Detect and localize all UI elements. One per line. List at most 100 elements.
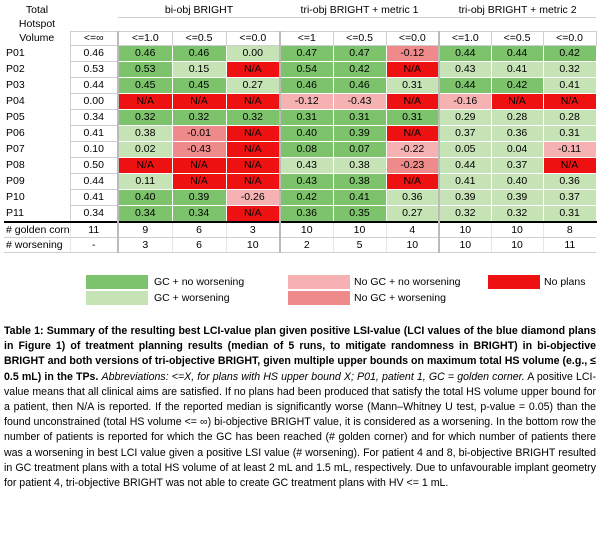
- table-cell: 0.31: [279, 109, 334, 126]
- table-cell: 0.07: [332, 141, 387, 158]
- patient-label: P07: [6, 143, 25, 155]
- summary-row: # golden corner119631010410108: [4, 221, 597, 238]
- table-cell: N/A: [171, 173, 227, 190]
- patient-label: P11: [6, 206, 24, 219]
- patient-label: P06: [6, 127, 25, 139]
- table-cell: 0.46: [117, 45, 173, 62]
- table-cell: -0.43: [171, 141, 227, 158]
- table-cell: 0.34: [171, 205, 227, 223]
- table-cell: 0.43: [438, 61, 492, 78]
- table-cell: 0.31: [385, 77, 440, 94]
- legend-label: GC + no worsening: [154, 276, 245, 288]
- table-cell: N/A: [490, 93, 544, 110]
- table-row: P01 0.46 0.46 0.46 0.00 0.47 0.47 -0.12 0.44 0.44…: [4, 45, 597, 62]
- table-cell: N/A: [171, 93, 227, 110]
- table-cell: N/A: [171, 157, 227, 174]
- table-cell: 0.44: [438, 157, 492, 174]
- table-cell: 0.04: [490, 141, 544, 158]
- table-cell: -0.01: [171, 125, 227, 142]
- legend-label: No plans: [544, 276, 586, 288]
- summary-cell: 10: [332, 221, 387, 238]
- table-cell: 0.42: [279, 189, 334, 206]
- table-cell: 0.11: [117, 173, 173, 190]
- bound-header: <=1.0: [438, 31, 492, 46]
- summary-label: # golden corner: [4, 221, 70, 238]
- bound-header: <=1.0: [117, 31, 173, 46]
- table-cell: 0.38: [332, 173, 387, 190]
- bound-header: <=∞: [69, 31, 119, 46]
- table-cell: 0.45: [171, 77, 227, 94]
- bound-header: <=0.0: [385, 31, 440, 46]
- table-cell: 0.05: [438, 141, 492, 158]
- table-cell: 0.32: [490, 205, 544, 223]
- table-cell: 0.46: [279, 77, 334, 94]
- patient-label: P04: [6, 95, 25, 107]
- table-cell: 0.31: [385, 109, 440, 126]
- table-cell: 0.44: [438, 45, 492, 62]
- bound-header: <=0.0: [542, 31, 597, 46]
- table-cell: 0.39: [490, 189, 544, 206]
- table-cell: 0.37: [438, 125, 492, 142]
- legend-swatch: [86, 291, 148, 305]
- table-row: P02 0.53 0.53 0.15 N/A 0.54 0.42 N/A 0.43 0.41 0.3…: [4, 61, 597, 78]
- group-header-tri-obj-metric-2: tri-obj BRIGHT + metric 2: [439, 4, 597, 18]
- table-cell: N/A: [385, 61, 440, 78]
- table-cell: N/A: [117, 157, 173, 174]
- table-cell: N/A: [542, 157, 597, 174]
- summary-cell: 10: [490, 237, 544, 253]
- table-cell: 0.31: [332, 109, 387, 126]
- summary-cell: -: [69, 237, 118, 253]
- table-row: P07 0.10 0.02 -0.43 N/A 0.08 0.07 -0.22 0.05 0.04…: [4, 141, 597, 158]
- summary-cell: 10: [225, 237, 281, 253]
- table-cell: 0.08: [279, 141, 334, 158]
- table-cell: -0.11: [542, 141, 597, 158]
- patient-label: P01: [6, 47, 25, 59]
- table-cell: 0.41: [69, 189, 119, 206]
- table-cell: N/A: [225, 141, 281, 158]
- table-cell: 0.28: [542, 109, 597, 126]
- table-body: P01 0.46 0.46 0.46 0.00 0.47 0.47 -0.12 0.44 0.44…: [4, 45, 597, 253]
- table-cell: 0.38: [117, 125, 173, 142]
- table-cell: 0.41: [438, 173, 492, 190]
- table-cell: 0.35: [332, 205, 387, 223]
- table-cell: 0.43: [279, 173, 334, 190]
- table-row: P08 0.50 N/A N/A N/A 0.43 0.38 -0.23 0.44 0.37 N/A: [4, 157, 597, 174]
- legend-label: No GC + no worsening: [354, 276, 461, 288]
- bound-header: <=0.5: [171, 31, 227, 46]
- table-cell: 0.36: [279, 205, 334, 223]
- table-cell: 0.41: [69, 125, 119, 142]
- table-cell: 0.40: [490, 173, 544, 190]
- table-cell: 0.02: [117, 141, 173, 158]
- summary-cell: 8: [542, 221, 597, 238]
- group-header-tri-obj-metric-1: tri-obj BRIGHT + metric 1: [280, 4, 440, 18]
- summary-cell: 3: [225, 221, 281, 238]
- table-cell: 0.36: [385, 189, 440, 206]
- table-cell: 0.43: [279, 157, 334, 174]
- header-label-line-2: Hotspot: [18, 18, 56, 30]
- summary-cell: 5: [332, 237, 387, 253]
- bound-header: <=0.5: [332, 31, 387, 46]
- table-cell: N/A: [117, 93, 173, 110]
- table-cell: -0.23: [385, 157, 440, 174]
- table-cell: 0.37: [542, 189, 597, 206]
- table-cell: 0.31: [542, 205, 597, 223]
- legend-label: GC + worsening: [154, 292, 230, 304]
- table-row: P11 0.34 0.34 0.34 N/A 0.36 0.35 0.27 0.32 0.32 0.…: [4, 205, 597, 223]
- caption-body: A positive LCI-value means that all clin…: [4, 370, 596, 490]
- table-cell: -0.16: [438, 93, 492, 110]
- summary-cell: 4: [385, 221, 440, 238]
- table-cell: 0.42: [542, 45, 597, 62]
- summary-cell: 6: [171, 221, 226, 238]
- table-cell: 0.38: [332, 157, 387, 174]
- table-cell: 0.46: [69, 45, 119, 62]
- table-cell: 0.54: [279, 61, 334, 78]
- table-cell: 0.40: [279, 125, 334, 142]
- table-cell: 0.32: [117, 109, 173, 126]
- table-cell: 0.37: [490, 157, 544, 174]
- patient-label: P03: [6, 79, 25, 91]
- table-cell: 0.31: [542, 125, 597, 142]
- table-cell: 0.34: [69, 205, 119, 223]
- table-cell: -0.43: [332, 93, 387, 110]
- patient-label: P02: [6, 63, 25, 75]
